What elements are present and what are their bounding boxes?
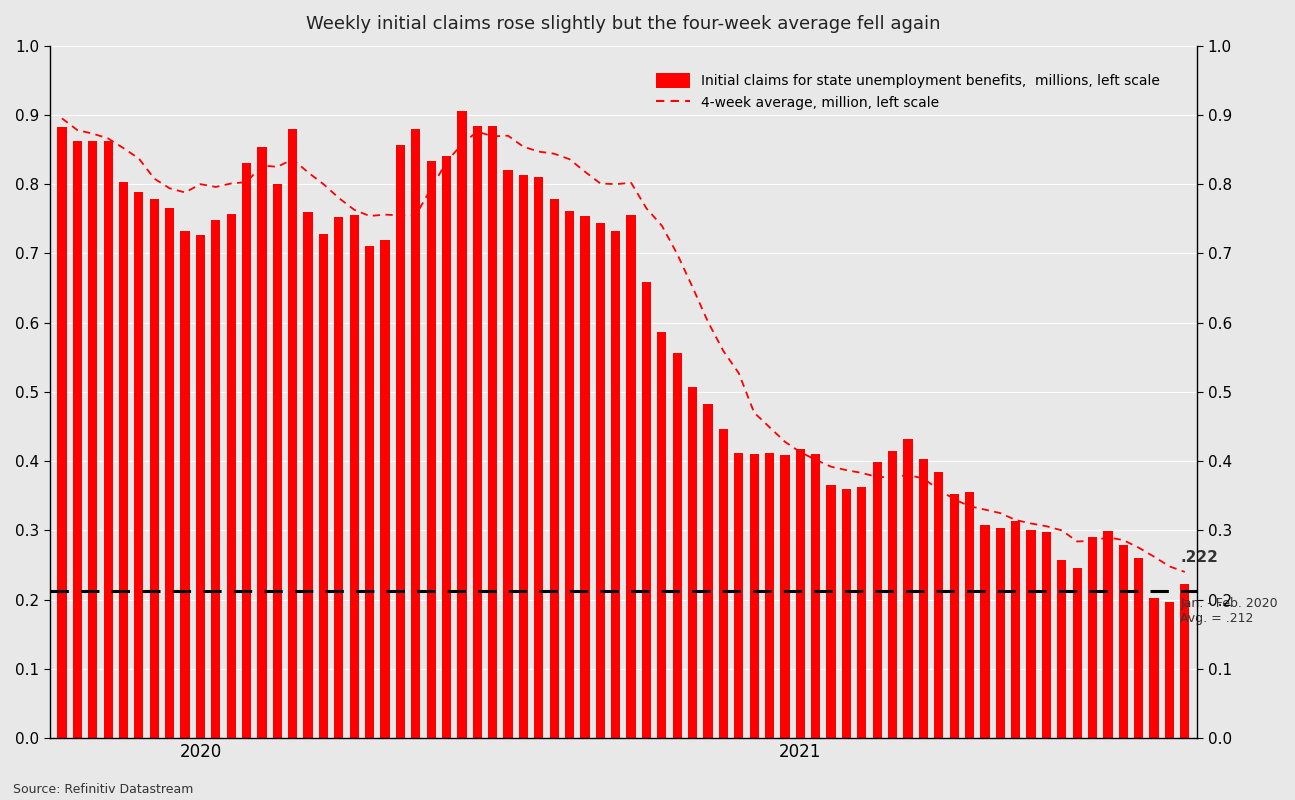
Bar bbox=[627, 214, 636, 738]
Bar bbox=[1103, 531, 1112, 738]
Bar bbox=[672, 353, 682, 738]
Bar bbox=[642, 282, 651, 738]
Bar bbox=[242, 163, 251, 738]
Bar bbox=[381, 240, 390, 738]
Bar bbox=[1134, 558, 1143, 738]
Bar bbox=[549, 198, 559, 738]
Bar bbox=[918, 459, 929, 738]
Bar bbox=[57, 127, 66, 738]
Bar bbox=[196, 235, 205, 738]
Bar bbox=[180, 230, 189, 738]
Bar bbox=[535, 178, 544, 738]
Bar bbox=[781, 455, 790, 738]
Bar bbox=[1150, 598, 1159, 738]
Bar bbox=[211, 220, 220, 738]
Bar bbox=[1088, 538, 1097, 738]
Bar bbox=[396, 145, 405, 738]
Text: Source: Refinitiv Datastream: Source: Refinitiv Datastream bbox=[13, 783, 193, 796]
Bar bbox=[227, 214, 236, 738]
Text: .222: .222 bbox=[1180, 550, 1219, 565]
Bar bbox=[258, 146, 267, 738]
Bar bbox=[150, 199, 159, 738]
Bar bbox=[734, 453, 743, 738]
Bar bbox=[457, 110, 466, 738]
Bar bbox=[319, 234, 328, 738]
Bar bbox=[1180, 585, 1190, 738]
Bar bbox=[104, 142, 113, 738]
Bar bbox=[303, 212, 312, 738]
Bar bbox=[119, 182, 128, 738]
Bar bbox=[565, 211, 574, 738]
Bar bbox=[488, 126, 497, 738]
Bar bbox=[273, 184, 282, 738]
Bar bbox=[980, 525, 989, 738]
Bar bbox=[1119, 545, 1128, 738]
Bar bbox=[873, 462, 882, 738]
Bar bbox=[88, 141, 97, 738]
Bar bbox=[949, 494, 958, 738]
Bar bbox=[350, 215, 359, 738]
Bar bbox=[334, 218, 343, 738]
Bar bbox=[795, 449, 805, 738]
Bar bbox=[1166, 602, 1175, 738]
Bar bbox=[580, 216, 589, 738]
Bar bbox=[658, 332, 667, 738]
Bar bbox=[504, 170, 513, 738]
Bar bbox=[1072, 569, 1081, 738]
Bar bbox=[765, 453, 774, 738]
Bar bbox=[703, 404, 712, 738]
Bar bbox=[904, 439, 913, 738]
Bar bbox=[519, 175, 528, 738]
Title: Weekly initial claims rose slightly but the four-week average fell again: Weekly initial claims rose slightly but … bbox=[306, 15, 940, 33]
Bar bbox=[965, 492, 974, 738]
Bar bbox=[888, 450, 897, 738]
Bar bbox=[934, 472, 943, 738]
Bar bbox=[1057, 560, 1066, 738]
Bar bbox=[365, 246, 374, 738]
Bar bbox=[996, 528, 1005, 738]
Bar bbox=[1011, 522, 1020, 738]
Bar bbox=[826, 486, 835, 738]
Bar bbox=[596, 223, 605, 738]
Legend: Initial claims for state unemployment benefits,  millions, left scale, 4-week av: Initial claims for state unemployment be… bbox=[649, 66, 1167, 117]
Bar bbox=[164, 208, 175, 738]
Bar bbox=[135, 192, 144, 738]
Bar bbox=[719, 429, 728, 738]
Bar bbox=[688, 387, 697, 738]
Bar bbox=[811, 454, 820, 738]
Bar bbox=[426, 162, 435, 738]
Text: Jan. - Feb. 2020
Avg. = .212: Jan. - Feb. 2020 Avg. = .212 bbox=[1180, 597, 1278, 625]
Bar bbox=[473, 126, 482, 738]
Bar bbox=[1027, 530, 1036, 738]
Bar bbox=[1041, 532, 1052, 738]
Bar bbox=[857, 487, 866, 738]
Bar bbox=[73, 142, 82, 738]
Bar bbox=[842, 489, 851, 738]
Bar bbox=[442, 156, 451, 738]
Bar bbox=[750, 454, 759, 738]
Bar bbox=[611, 230, 620, 738]
Bar bbox=[411, 130, 421, 738]
Bar bbox=[287, 129, 298, 738]
